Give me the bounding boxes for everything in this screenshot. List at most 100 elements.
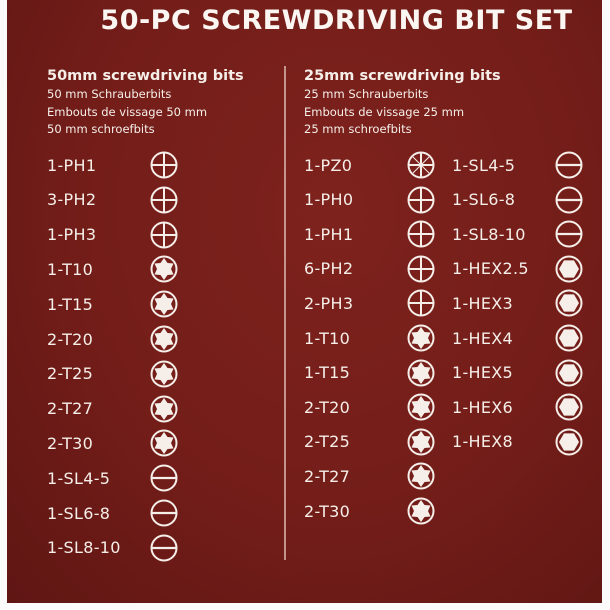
bit-label: 1-SL8-10	[452, 224, 526, 244]
bit-item: 1-PH1	[304, 219, 436, 249]
hex-icon	[554, 427, 584, 457]
bit-item: 2-T20	[47, 324, 179, 354]
subtitle-de: 25 mm Schrauberbits	[304, 87, 429, 101]
heading: 25mm screwdriving bits	[304, 68, 501, 84]
heading-25mm: 25mm screwdriving bits 25 mm Schrauberbi…	[304, 67, 501, 139]
phillips-icon	[406, 254, 436, 284]
bit-label: 1-SL4-5	[47, 468, 111, 488]
bit-item: 1-PZ0	[304, 150, 436, 180]
subtitle-nl: 50 mm schroefbits	[47, 122, 155, 136]
bit-item: 1-HEX5	[452, 358, 584, 388]
torx-icon	[406, 358, 436, 388]
bit-item: 1-PH3	[47, 220, 179, 250]
bit-item: 2-T30	[304, 496, 436, 526]
slotted-icon	[149, 498, 179, 528]
phillips-icon	[406, 219, 436, 249]
bit-label: 2-T25	[304, 432, 351, 452]
bit-label: 1-SL8-10	[47, 538, 121, 558]
bit-label: 1-HEX3	[452, 293, 514, 313]
column-divider	[284, 66, 286, 560]
slotted-icon	[554, 185, 584, 215]
bit-label: 1-HEX5	[452, 363, 514, 383]
bit-item: 1-HEX2.5	[452, 254, 584, 284]
bit-label: 2-T20	[304, 397, 351, 417]
bit-item: 2-PH3	[304, 288, 436, 318]
subtitle-de: 50 mm Schrauberbits	[47, 87, 172, 101]
phillips-icon	[149, 150, 179, 180]
slotted-icon	[149, 533, 179, 563]
subtitle-nl: 25 mm schroefbits	[304, 122, 412, 136]
bit-label: 1-SL4-5	[452, 155, 516, 175]
hex-icon	[554, 392, 584, 422]
bit-item: 1-T15	[47, 289, 179, 319]
bit-label: 2-T27	[304, 466, 351, 486]
torx-icon	[149, 254, 179, 284]
torx-icon	[149, 289, 179, 319]
bit-item: 3-PH2	[47, 185, 179, 215]
slotted-icon	[554, 150, 584, 180]
subtitle-fr: Embouts de vissage 50 mm	[47, 104, 208, 119]
bit-item: 1-SL4-5	[47, 463, 179, 493]
bit-item: 1-T10	[304, 323, 436, 353]
bit-item: 2-T30	[47, 428, 179, 458]
bit-label: 6-PH2	[304, 259, 354, 279]
torx-icon	[406, 461, 436, 491]
phillips-icon	[149, 185, 179, 215]
bit-label: 2-T30	[47, 433, 94, 453]
bit-label: 1-SL6-8	[452, 190, 516, 210]
subtitle-fr: Embouts de vissage 25 mm	[304, 104, 465, 119]
bit-label: 2-T27	[47, 399, 94, 419]
bit-label: 1-HEX4	[452, 328, 514, 348]
hex-icon	[554, 288, 584, 318]
hex-icon	[554, 358, 584, 388]
bit-label: 1-T15	[304, 363, 351, 383]
torx-icon	[149, 428, 179, 458]
bit-item: 1-SL8-10	[47, 533, 179, 563]
bit-label: 1-PZ0	[304, 155, 353, 175]
bit-item: 2-T27	[47, 394, 179, 424]
box-panel: 50-PC SCREWDRIVING BIT SET 50mm screwdri…	[7, 0, 602, 603]
bit-label: 1-HEX6	[452, 397, 514, 417]
bit-item: 1-HEX6	[452, 392, 584, 422]
torx-icon	[149, 359, 179, 389]
torx-icon	[406, 392, 436, 422]
bit-label: 2-T20	[47, 329, 94, 349]
hex-icon	[554, 254, 584, 284]
set-title: 50-PC SCREWDRIVING BIT SET	[100, 5, 573, 36]
torx-icon	[406, 427, 436, 457]
heading: 50mm screwdriving bits	[47, 68, 244, 84]
bit-item: 2-T25	[304, 427, 436, 457]
bit-label: 1-HEX8	[452, 432, 514, 452]
pozidriv-icon	[406, 150, 436, 180]
bit-item: 1-HEX3	[452, 288, 584, 318]
bit-item: 1-HEX8	[452, 427, 584, 457]
bit-label: 3-PH2	[47, 190, 97, 210]
bit-item: 2-T20	[304, 392, 436, 422]
bit-item: 6-PH2	[304, 254, 436, 284]
bit-item: 1-SL4-5	[452, 150, 584, 180]
bit-item: 1-HEX4	[452, 323, 584, 353]
bit-item: 1-SL8-10	[452, 219, 584, 249]
torx-icon	[149, 324, 179, 354]
slotted-icon	[554, 219, 584, 249]
slotted-icon	[149, 463, 179, 493]
bit-label: 1-SL6-8	[47, 503, 111, 523]
torx-icon	[406, 323, 436, 353]
bit-item: 1-SL6-8	[452, 185, 584, 215]
torx-icon	[406, 496, 436, 526]
bit-item: 1-PH0	[304, 185, 436, 215]
torx-icon	[149, 394, 179, 424]
bit-label: 1-HEX2.5	[452, 259, 529, 279]
bit-item: 2-T25	[47, 359, 179, 389]
bit-label: 2-PH3	[304, 293, 354, 313]
bit-item: 1-PH1	[47, 150, 179, 180]
bit-label: 1-PH1	[47, 155, 97, 175]
bit-item: 1-T10	[47, 254, 179, 284]
bit-item: 1-SL6-8	[47, 498, 179, 528]
bit-item: 2-T27	[304, 461, 436, 491]
phillips-icon	[406, 185, 436, 215]
bit-label: 1-PH3	[47, 225, 97, 245]
bit-label: 1-PH0	[304, 190, 354, 210]
bit-label: 1-PH1	[304, 224, 354, 244]
